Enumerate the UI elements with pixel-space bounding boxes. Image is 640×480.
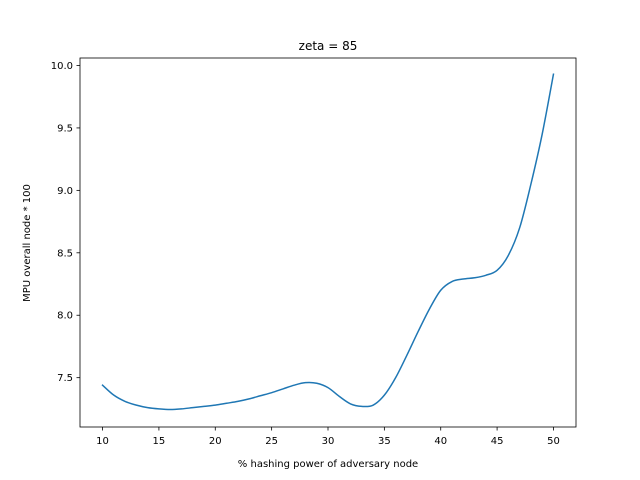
chart-title: zeta = 85 bbox=[299, 39, 358, 53]
series-line bbox=[101, 73, 555, 411]
x-tick-label: 25 bbox=[265, 436, 278, 447]
x-ticks: 10 15 20 25 30 35 40 45 50 bbox=[96, 427, 560, 447]
x-tick-label: 10 bbox=[96, 436, 109, 447]
x-tick-label: 15 bbox=[153, 436, 166, 447]
x-tick-label: 30 bbox=[322, 436, 335, 447]
y-tick-label: 10.0 bbox=[51, 61, 73, 72]
y-tick-label: 8.5 bbox=[57, 248, 73, 259]
y-tick-label: 9.5 bbox=[57, 123, 73, 134]
y-ticks: 7.5 8.0 8.5 9.0 9.5 10.0 bbox=[51, 61, 80, 384]
plot-area bbox=[80, 58, 576, 427]
y-tick-label: 7.5 bbox=[57, 373, 73, 384]
y-axis-label: MPU overall node * 100 bbox=[22, 184, 33, 302]
x-tick-label: 45 bbox=[491, 436, 504, 447]
x-axis-label: % hashing power of adversary node bbox=[238, 459, 418, 470]
x-tick-label: 20 bbox=[209, 436, 222, 447]
y-tick-label: 8.0 bbox=[57, 311, 73, 322]
series-layer bbox=[101, 73, 555, 411]
x-tick-label: 50 bbox=[547, 436, 560, 447]
x-tick-label: 35 bbox=[378, 436, 391, 447]
x-tick-label: 40 bbox=[434, 436, 447, 447]
y-tick-label: 9.0 bbox=[57, 186, 73, 197]
